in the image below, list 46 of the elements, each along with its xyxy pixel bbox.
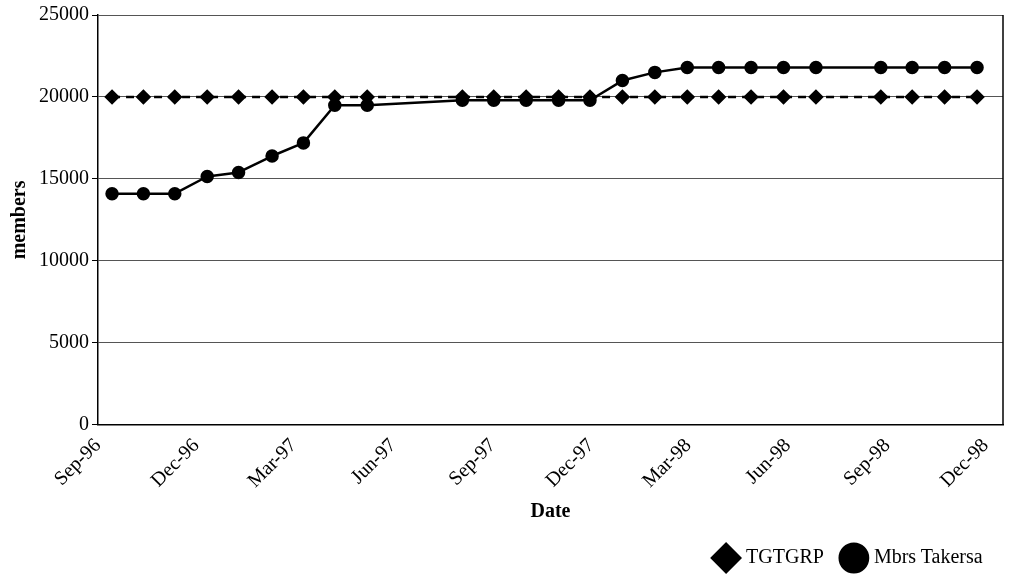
point (231, 89, 246, 105)
point (776, 60, 791, 75)
point (231, 165, 246, 180)
y-axis-title: members (7, 180, 30, 260)
point (265, 149, 279, 163)
point (104, 89, 120, 105)
y-tick-label: 0 (79, 412, 89, 435)
point (296, 89, 311, 105)
point (615, 89, 630, 105)
point (168, 186, 182, 201)
y-tick-label: 5000 (49, 330, 89, 353)
point (711, 89, 726, 105)
y-tick-label: 15000 (39, 166, 89, 189)
y-tick-label: 25000 (39, 2, 89, 25)
point (105, 186, 119, 201)
point (969, 89, 985, 105)
y-tick-label: 20000 (39, 84, 89, 107)
point (136, 186, 151, 201)
point (873, 89, 889, 105)
point (809, 60, 823, 75)
point (200, 169, 214, 184)
point (199, 89, 215, 105)
point (904, 89, 920, 105)
point (808, 89, 824, 105)
point (937, 60, 952, 75)
point (874, 60, 888, 75)
point (167, 89, 183, 105)
point (776, 89, 791, 105)
point (615, 73, 630, 88)
point (905, 60, 919, 75)
point (648, 65, 662, 80)
point (743, 89, 759, 105)
point (296, 136, 311, 150)
point (970, 60, 984, 75)
point (937, 89, 952, 105)
point (711, 60, 726, 75)
point (680, 60, 695, 75)
point (136, 89, 151, 105)
legend-label: Mbrs Takersa (873, 545, 983, 568)
point (744, 60, 758, 75)
y-tick-label: 10000 (39, 248, 89, 271)
point (647, 89, 663, 105)
legend-label: TGTGRP (746, 545, 824, 568)
point (264, 89, 280, 105)
x-axis-title: Date (530, 499, 571, 522)
point (680, 89, 695, 105)
